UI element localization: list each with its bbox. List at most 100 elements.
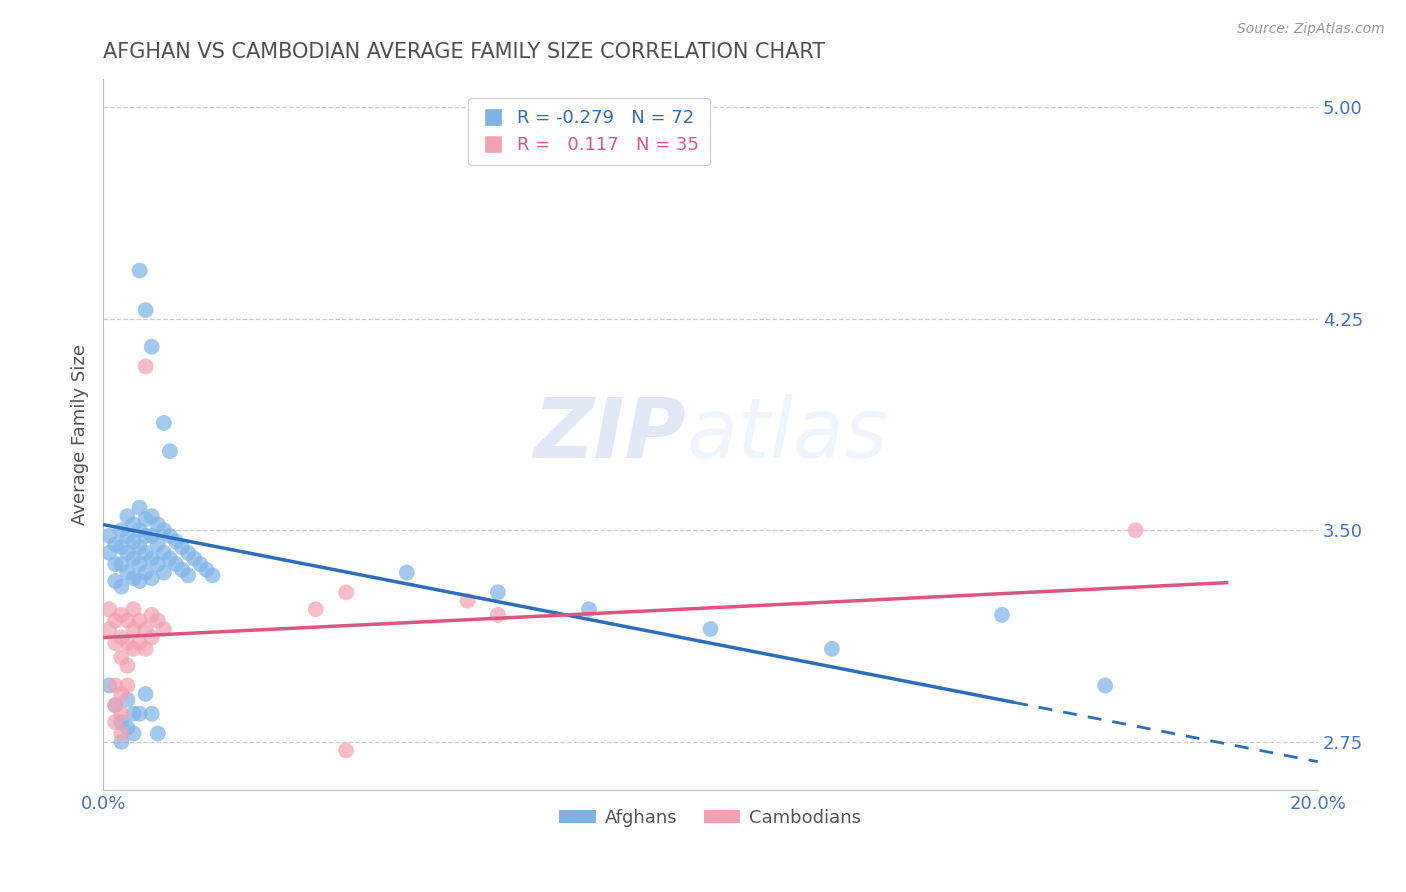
Point bbox=[122, 517, 145, 532]
Point bbox=[104, 636, 127, 650]
Point bbox=[188, 557, 211, 571]
Point bbox=[110, 580, 132, 594]
Point bbox=[122, 641, 145, 656]
Point bbox=[98, 622, 121, 636]
Point bbox=[305, 602, 328, 616]
Point bbox=[141, 551, 163, 566]
Point bbox=[128, 263, 150, 277]
Point bbox=[153, 566, 176, 580]
Point bbox=[1125, 523, 1147, 537]
Text: Source: ZipAtlas.com: Source: ZipAtlas.com bbox=[1237, 22, 1385, 37]
Point bbox=[135, 529, 157, 543]
Point bbox=[153, 546, 176, 560]
Point bbox=[177, 568, 200, 582]
Point bbox=[486, 585, 509, 599]
Point bbox=[486, 607, 509, 622]
Point bbox=[128, 706, 150, 721]
Point bbox=[117, 529, 139, 543]
Point bbox=[991, 607, 1014, 622]
Point bbox=[335, 585, 357, 599]
Point bbox=[146, 537, 169, 551]
Point bbox=[110, 557, 132, 571]
Point bbox=[141, 509, 163, 524]
Point bbox=[153, 416, 176, 430]
Point bbox=[98, 529, 121, 543]
Point bbox=[110, 706, 132, 721]
Point bbox=[128, 500, 150, 515]
Point bbox=[122, 622, 145, 636]
Point bbox=[110, 631, 132, 645]
Point bbox=[128, 614, 150, 628]
Point bbox=[159, 551, 181, 566]
Point bbox=[135, 546, 157, 560]
Legend: Afghans, Cambodians: Afghans, Cambodians bbox=[553, 802, 869, 834]
Point bbox=[141, 529, 163, 543]
Text: AFGHAN VS CAMBODIAN AVERAGE FAMILY SIZE CORRELATION CHART: AFGHAN VS CAMBODIAN AVERAGE FAMILY SIZE … bbox=[103, 42, 825, 62]
Point bbox=[135, 687, 157, 701]
Point bbox=[153, 523, 176, 537]
Point bbox=[110, 523, 132, 537]
Point bbox=[165, 534, 187, 549]
Point bbox=[172, 540, 194, 554]
Point bbox=[135, 566, 157, 580]
Point bbox=[141, 571, 163, 585]
Point bbox=[122, 706, 145, 721]
Point bbox=[141, 706, 163, 721]
Point bbox=[122, 571, 145, 585]
Point bbox=[821, 641, 844, 656]
Point bbox=[117, 678, 139, 692]
Point bbox=[117, 658, 139, 673]
Point bbox=[578, 602, 600, 616]
Point bbox=[117, 509, 139, 524]
Point bbox=[98, 678, 121, 692]
Point bbox=[104, 557, 127, 571]
Point bbox=[195, 563, 218, 577]
Point bbox=[183, 551, 205, 566]
Point bbox=[104, 614, 127, 628]
Point bbox=[141, 607, 163, 622]
Point bbox=[141, 340, 163, 354]
Point bbox=[98, 546, 121, 560]
Point bbox=[177, 546, 200, 560]
Point bbox=[117, 614, 139, 628]
Point bbox=[104, 698, 127, 713]
Point bbox=[146, 517, 169, 532]
Point bbox=[122, 726, 145, 740]
Point bbox=[117, 721, 139, 735]
Point bbox=[141, 631, 163, 645]
Point bbox=[122, 534, 145, 549]
Point bbox=[117, 566, 139, 580]
Point bbox=[110, 715, 132, 730]
Point bbox=[128, 523, 150, 537]
Point bbox=[201, 568, 224, 582]
Point bbox=[135, 641, 157, 656]
Point bbox=[110, 735, 132, 749]
Point bbox=[135, 512, 157, 526]
Point bbox=[335, 743, 357, 757]
Point bbox=[104, 678, 127, 692]
Point bbox=[1094, 678, 1116, 692]
Point bbox=[128, 636, 150, 650]
Point bbox=[135, 359, 157, 374]
Point bbox=[395, 566, 418, 580]
Point bbox=[135, 622, 157, 636]
Point bbox=[104, 537, 127, 551]
Point bbox=[104, 715, 127, 730]
Point bbox=[110, 607, 132, 622]
Point bbox=[110, 650, 132, 665]
Y-axis label: Average Family Size: Average Family Size bbox=[72, 343, 89, 524]
Point bbox=[457, 594, 479, 608]
Point bbox=[172, 563, 194, 577]
Point bbox=[122, 602, 145, 616]
Point bbox=[699, 622, 721, 636]
Point bbox=[104, 574, 127, 588]
Text: ZIP: ZIP bbox=[533, 393, 686, 475]
Point bbox=[146, 614, 169, 628]
Point bbox=[128, 557, 150, 571]
Point bbox=[122, 551, 145, 566]
Point bbox=[110, 726, 132, 740]
Point bbox=[110, 687, 132, 701]
Point bbox=[146, 557, 169, 571]
Point bbox=[159, 529, 181, 543]
Text: atlas: atlas bbox=[686, 393, 887, 475]
